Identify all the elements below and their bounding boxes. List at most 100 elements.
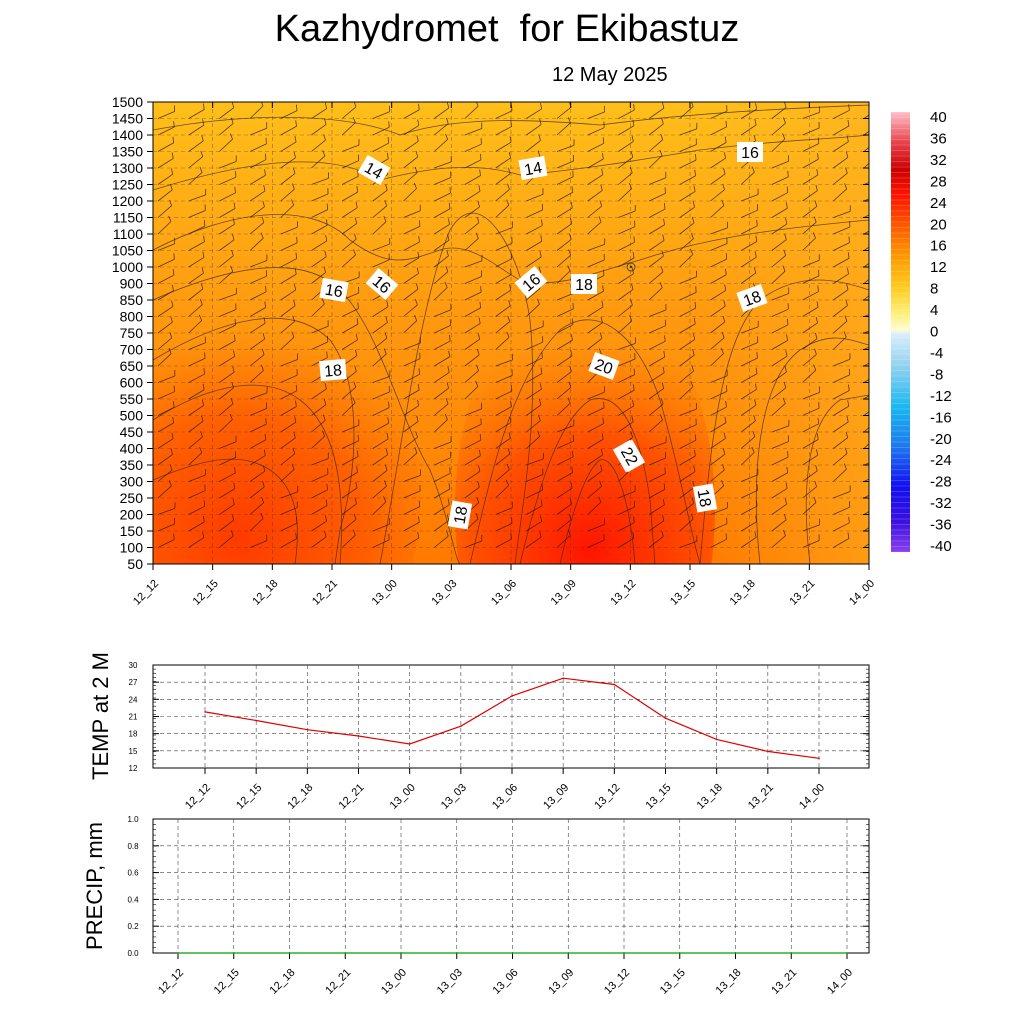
chart-title: Kazhydromet for Ekibastuz (274, 8, 740, 50)
x-tick-label: 13_09 (549, 578, 579, 608)
x-tick-label: 12_18 (268, 967, 298, 997)
x-tick-label: 13_21 (787, 578, 817, 608)
colorbar-tick-label: -4 (930, 345, 943, 362)
y-tick-label: 27 (129, 678, 138, 687)
x-tick-label: 13_12 (602, 967, 632, 997)
data-point (408, 743, 411, 745)
svg-text:18: 18 (452, 505, 472, 526)
y-tick-label: 400 (120, 441, 144, 457)
contour-label: 18 (447, 500, 473, 530)
colorbar-tick-label: 16 (930, 238, 947, 255)
y-tick-label: 0.0 (127, 949, 139, 958)
y-tick-label: 21 (129, 713, 138, 722)
x-tick-label: 13_09 (541, 782, 571, 812)
svg-text:20: 20 (592, 356, 615, 378)
y-tick-label: 800 (120, 309, 144, 325)
x-tick-label: 12_12 (131, 578, 161, 608)
temp-x-axis: 12_12 12_15 12_18 12_21 13_00 13_03 13_06 13_09… (183, 768, 827, 812)
contour-label: 16 (737, 142, 763, 162)
y-tick-label: 450 (120, 424, 144, 440)
x-tick-label: 12_12 (183, 782, 213, 812)
svg-text:18: 18 (694, 488, 714, 509)
colorbar-tick-label: -20 (930, 431, 952, 448)
y-tick-label: 1150 (113, 210, 143, 226)
y-tick-label: 24 (129, 695, 138, 704)
data-point (255, 719, 257, 722)
y-tick-label: 1200 (112, 193, 143, 209)
x-tick-label: 12_18 (250, 578, 280, 608)
y-tick-label: 850 (120, 292, 144, 308)
y-tick-label: 550 (120, 391, 144, 407)
data-point (567, 952, 570, 954)
x-tick-label: 12_15 (212, 967, 242, 997)
y-tick-label: 1050 (112, 243, 143, 259)
colorbar-tick-label: -24 (930, 452, 952, 469)
x-tick-label: 13_03 (439, 782, 469, 812)
data-point (232, 952, 235, 954)
colorbar-tick-label: 8 (930, 281, 938, 298)
y-tick-label: 750 (120, 325, 144, 341)
colorbar-tick-label: -40 (930, 538, 952, 555)
y-tick-label: 1100 (113, 226, 143, 242)
contour-label: 18 (319, 358, 347, 382)
contour-label: 22 (614, 439, 646, 473)
y-tick-label: 200 (120, 507, 144, 523)
y-tick-label: 500 (120, 408, 144, 424)
temp-panel: 30 27 24 21 18 15 12 12_12 12_15 12_18 12_21 13_00… (88, 652, 870, 812)
y-tick-label: 150 (120, 523, 144, 539)
y-tick-label: 1.0 (127, 815, 139, 824)
x-tick-label: 13_12 (592, 782, 622, 812)
x-tick-label: 13_18 (728, 578, 758, 608)
x-tick-label: 13_00 (370, 578, 400, 608)
y-tick-label: 250 (120, 490, 144, 506)
x-tick-label: 13_15 (668, 578, 698, 608)
data-point (562, 677, 564, 679)
data-point (511, 952, 514, 954)
x-tick-label: 12_15 (191, 578, 221, 608)
data-point (344, 952, 347, 954)
contour-label: 18 (736, 284, 768, 312)
x-tick-label: 13_18 (714, 967, 744, 997)
x-tick-label: 13_06 (491, 967, 521, 997)
chart-subtitle: 12 May 2025 (552, 64, 668, 86)
y-tick-label: 1300 (112, 160, 143, 176)
colorbar-tick-label: 40 (930, 109, 947, 126)
data-point (204, 711, 206, 713)
data-point (511, 695, 513, 697)
svg-text:22: 22 (617, 445, 641, 469)
x-tick-label: 13_03 (429, 578, 459, 608)
x-tick-label: 12_12 (156, 967, 186, 997)
y-tick-label: 1000 (112, 259, 143, 275)
svg-text:18: 18 (741, 288, 764, 310)
precip-x-axis: 12_12 12_15 12_18 12_21 13_00 13_03 13_06 13_09… (156, 953, 855, 997)
y-tick-label: 100 (120, 540, 144, 556)
colorbar-tick-label: 28 (930, 173, 947, 190)
svg-text:14: 14 (523, 160, 544, 180)
data-point (288, 952, 291, 954)
y-tick-label: 15 (129, 747, 138, 756)
precip-ylabel: PRECIP, mm (82, 822, 107, 950)
data-point (455, 952, 458, 954)
data-point (306, 728, 309, 731)
colorbar-tick-label: 32 (930, 152, 947, 169)
colorbar-tick-label: -32 (930, 495, 952, 512)
data-point (613, 683, 616, 686)
contour-label: 20 (588, 352, 620, 380)
y-tick-label: 1250 (112, 177, 143, 193)
precip-series (177, 952, 848, 954)
y-tick-label: 700 (120, 342, 144, 358)
x-tick-label: 12_21 (337, 782, 367, 812)
x-tick-label: 13_15 (644, 782, 674, 812)
colorbar-tick-label: 0 (930, 324, 938, 341)
precip-y-axis: 1.0 0.8 0.6 0.4 0.2 0.0 (127, 815, 869, 958)
y-tick-label: 1450 (112, 111, 143, 127)
svg-text:16: 16 (741, 145, 759, 162)
colorbar-tick-label: -12 (930, 388, 952, 405)
colorbar-tick-label: 20 (930, 216, 947, 233)
y-tick-label: 30 (129, 661, 138, 670)
temp-y-axis: 30 27 24 21 18 15 12 (129, 661, 869, 773)
y-tick-label: 1350 (112, 144, 143, 160)
x-tick-label: 13_00 (379, 967, 409, 997)
x-tick-label: 14_00 (825, 967, 855, 997)
